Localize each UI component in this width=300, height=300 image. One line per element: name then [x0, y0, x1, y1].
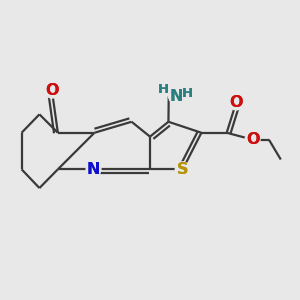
Circle shape: [86, 162, 101, 177]
Text: S: S: [177, 162, 188, 177]
Circle shape: [44, 83, 59, 98]
Text: H: H: [158, 83, 169, 97]
Text: N: N: [169, 89, 183, 104]
Text: S: S: [177, 162, 188, 177]
Text: O: O: [230, 95, 243, 110]
Text: N: N: [87, 162, 100, 177]
Text: O: O: [246, 132, 259, 147]
Text: H: H: [182, 87, 193, 100]
Text: H: H: [158, 83, 169, 97]
Circle shape: [175, 162, 190, 177]
Text: O: O: [45, 83, 59, 98]
Text: N: N: [87, 162, 100, 177]
Text: O: O: [246, 132, 259, 147]
Text: O: O: [230, 95, 243, 110]
Circle shape: [245, 132, 260, 147]
Text: N: N: [169, 89, 183, 104]
Circle shape: [169, 89, 184, 104]
Circle shape: [229, 95, 244, 110]
Text: H: H: [182, 87, 193, 100]
Text: O: O: [45, 83, 59, 98]
